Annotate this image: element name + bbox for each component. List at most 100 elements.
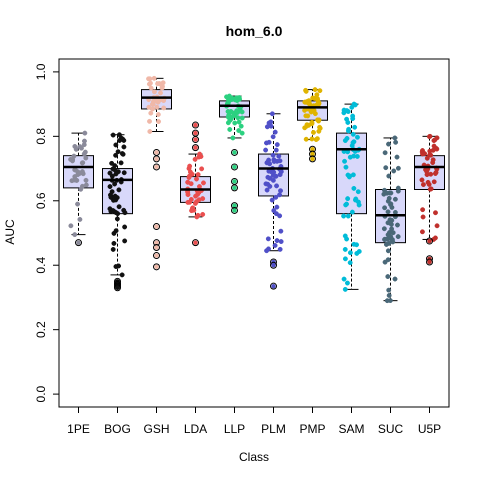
data-point bbox=[76, 240, 81, 245]
outlier-marker bbox=[192, 144, 199, 152]
data-point bbox=[303, 136, 309, 142]
data-point bbox=[278, 188, 283, 194]
data-point bbox=[112, 193, 118, 199]
data-point bbox=[278, 239, 284, 244]
x-tick-label: GSH bbox=[143, 422, 169, 436]
data-point bbox=[117, 138, 122, 143]
outlier-marker bbox=[153, 223, 160, 231]
data-point bbox=[350, 116, 356, 122]
data-point bbox=[344, 116, 350, 122]
data-point bbox=[232, 179, 237, 184]
data-point bbox=[82, 149, 88, 155]
data-point bbox=[427, 133, 433, 139]
data-point bbox=[422, 151, 428, 157]
outlier-marker bbox=[114, 284, 121, 292]
data-point bbox=[430, 160, 436, 166]
data-point bbox=[425, 179, 431, 185]
data-point bbox=[312, 111, 318, 117]
data-point bbox=[107, 184, 113, 190]
data-point bbox=[427, 259, 432, 265]
data-point bbox=[195, 172, 201, 177]
data-point bbox=[113, 228, 119, 234]
data-point bbox=[193, 130, 198, 136]
data-point bbox=[238, 123, 244, 129]
data-point bbox=[225, 109, 231, 114]
data-point bbox=[388, 234, 394, 239]
data-point bbox=[110, 132, 116, 138]
outlier-marker bbox=[192, 121, 199, 129]
data-point bbox=[386, 195, 392, 201]
data-point bbox=[154, 240, 159, 245]
data-point bbox=[239, 115, 245, 121]
data-point bbox=[148, 85, 154, 91]
data-point bbox=[381, 226, 387, 232]
outlier-marker bbox=[153, 244, 160, 251]
data-point bbox=[232, 185, 237, 191]
data-point bbox=[115, 149, 121, 155]
data-point bbox=[113, 152, 119, 158]
data-point bbox=[345, 196, 351, 202]
data-point bbox=[277, 172, 283, 178]
data-point bbox=[309, 136, 315, 142]
x-tick-label: BOG bbox=[104, 422, 131, 436]
data-point bbox=[350, 140, 356, 146]
data-point bbox=[354, 242, 360, 248]
x-tick-label: U5P bbox=[418, 422, 441, 436]
data-point bbox=[354, 250, 360, 256]
data-point bbox=[112, 181, 118, 187]
chart-title: hom_6.0 bbox=[226, 23, 283, 39]
data-point bbox=[110, 166, 116, 172]
data-point bbox=[225, 120, 231, 126]
outlier-marker bbox=[153, 155, 160, 163]
data-point bbox=[266, 139, 272, 145]
data-point bbox=[158, 90, 163, 96]
data-point bbox=[272, 129, 278, 135]
data-point bbox=[161, 98, 167, 104]
data-point bbox=[73, 146, 79, 152]
data-point bbox=[310, 151, 315, 157]
data-point bbox=[77, 216, 83, 222]
data-point bbox=[384, 298, 390, 304]
data-point bbox=[392, 196, 398, 202]
data-point bbox=[230, 135, 236, 141]
data-point bbox=[351, 101, 357, 107]
data-point bbox=[185, 192, 191, 198]
data-point bbox=[273, 173, 279, 179]
data-point bbox=[226, 93, 232, 99]
data-point bbox=[382, 205, 388, 211]
data-point bbox=[419, 177, 425, 183]
data-point bbox=[345, 213, 351, 219]
data-point bbox=[392, 209, 398, 215]
data-point bbox=[420, 182, 426, 188]
data-point bbox=[382, 150, 388, 156]
data-point bbox=[344, 236, 350, 242]
data-point bbox=[391, 168, 397, 174]
data-point bbox=[159, 85, 165, 91]
data-point bbox=[187, 199, 193, 205]
data-point bbox=[269, 111, 275, 117]
data-point bbox=[270, 152, 276, 158]
data-point bbox=[434, 135, 440, 141]
data-point bbox=[395, 222, 400, 228]
data-point bbox=[311, 130, 316, 135]
data-point bbox=[274, 142, 280, 148]
data-point bbox=[236, 119, 242, 125]
data-point bbox=[383, 165, 389, 171]
data-point bbox=[232, 208, 237, 213]
data-point bbox=[427, 186, 433, 192]
data-point bbox=[434, 223, 440, 229]
data-point bbox=[303, 88, 309, 94]
data-point bbox=[264, 187, 270, 193]
data-point bbox=[122, 238, 128, 244]
data-point bbox=[82, 130, 88, 136]
data-point bbox=[147, 118, 152, 124]
data-point bbox=[342, 256, 348, 262]
data-point bbox=[194, 214, 200, 220]
data-point bbox=[154, 264, 159, 270]
data-point bbox=[161, 105, 167, 111]
data-point bbox=[355, 189, 361, 195]
data-point bbox=[389, 226, 395, 232]
data-point bbox=[232, 150, 237, 155]
data-point bbox=[305, 100, 311, 106]
data-point bbox=[154, 156, 159, 162]
